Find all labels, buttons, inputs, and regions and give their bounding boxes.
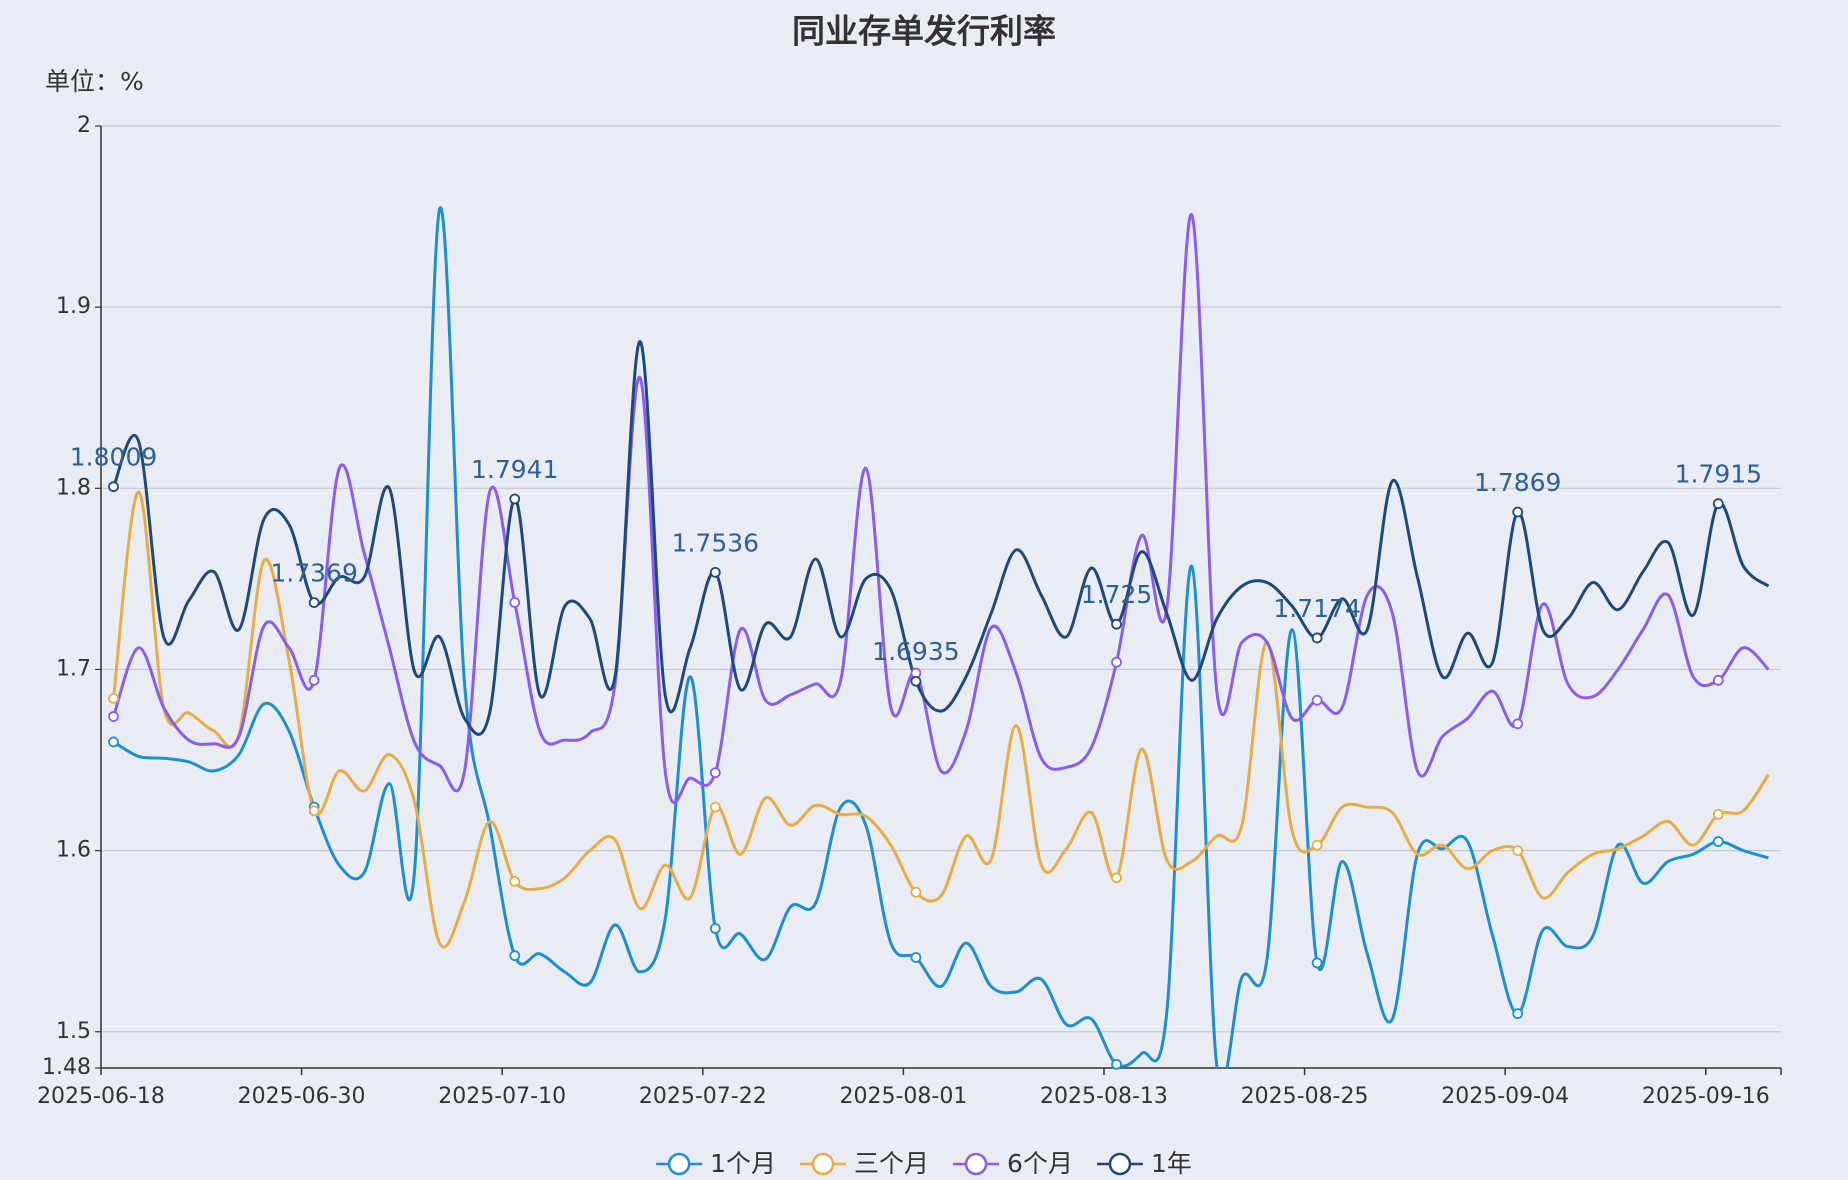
series-line <box>112 490 1770 949</box>
point-marker <box>1111 872 1122 884</box>
point-marker <box>1311 632 1323 644</box>
legend-item[interactable]: 1个月 <box>656 1149 776 1178</box>
legend-item[interactable]: 1年 <box>1096 1149 1192 1178</box>
point-marker <box>709 767 721 779</box>
point-marker <box>308 674 320 686</box>
x-tick-label: 2025-08-25 <box>1241 1084 1369 1109</box>
legend-icon <box>964 1152 988 1176</box>
value-label: 1.6935 <box>872 637 959 666</box>
y-tick-label: 1.7 <box>56 656 91 681</box>
point-marker <box>709 801 721 813</box>
point-marker <box>1712 808 1724 820</box>
x-tick-label: 2025-09-16 <box>1642 1084 1770 1109</box>
value-label: 1.7941 <box>471 455 558 484</box>
point-marker <box>308 597 320 609</box>
point-marker <box>1111 1058 1122 1070</box>
point-marker <box>1311 839 1323 851</box>
value-label: 1.7869 <box>1474 468 1561 497</box>
x-tick-label: 2025-06-30 <box>238 1084 366 1109</box>
point-marker <box>1512 1008 1524 1020</box>
point-marker <box>709 923 721 934</box>
point-marker <box>709 566 721 578</box>
y-tick-label: 1.48 <box>42 1055 91 1080</box>
value-label: 1.725 <box>1081 580 1153 609</box>
y-tick-label: 1.8 <box>56 475 91 500</box>
y-tick-label: 1.6 <box>56 838 91 863</box>
point-marker <box>1712 836 1724 847</box>
x-tick-label: 2025-07-22 <box>639 1084 767 1109</box>
point-marker <box>1512 506 1524 518</box>
point-marker <box>910 675 922 687</box>
point-marker <box>1311 957 1323 969</box>
unit-label: 单位：% <box>45 67 144 96</box>
point-marker <box>1111 656 1122 668</box>
point-marker <box>1512 718 1524 730</box>
legend-label: 1年 <box>1151 1149 1192 1178</box>
point-marker <box>1111 618 1122 630</box>
point-marker <box>108 711 119 722</box>
point-marker <box>108 736 119 748</box>
value-label: 1.8009 <box>70 443 157 472</box>
legend-label: 三个月 <box>854 1149 929 1178</box>
x-tick-label: 2025-08-13 <box>1040 1084 1168 1109</box>
legend-label: 1个月 <box>710 1149 776 1178</box>
y-tick-label: 2 <box>77 113 91 138</box>
point-marker <box>108 693 119 704</box>
legend-label: 6个月 <box>1007 1149 1073 1178</box>
x-tick-label: 2025-09-04 <box>1441 1084 1569 1109</box>
y-tick-label: 1.9 <box>56 294 91 319</box>
chart-title: 同业存单发行利率 <box>792 12 1056 51</box>
point-marker <box>1712 498 1724 510</box>
legend-item[interactable]: 三个月 <box>800 1149 929 1178</box>
x-tick-label: 2025-06-18 <box>37 1084 165 1109</box>
point-marker <box>1512 845 1524 857</box>
value-label: 1.7536 <box>672 528 759 557</box>
legend-icon <box>1108 1152 1132 1176</box>
x-tick-label: 2025-07-10 <box>438 1084 566 1109</box>
point-marker <box>1311 694 1323 706</box>
point-marker <box>1712 674 1724 686</box>
value-label: 1.7174 <box>1273 594 1360 623</box>
series-line <box>112 340 1770 736</box>
y-tick-label: 1.5 <box>56 1019 91 1044</box>
point-marker <box>509 950 521 962</box>
point-marker <box>509 493 521 505</box>
legend-item[interactable]: 6个月 <box>953 1149 1073 1178</box>
legend-icon <box>811 1152 835 1176</box>
point-marker <box>910 886 922 898</box>
x-tick-label: 2025-08-01 <box>839 1084 967 1109</box>
point-marker <box>509 876 521 887</box>
legend-icon <box>667 1152 691 1176</box>
series-line <box>112 206 1769 1068</box>
point-marker <box>108 481 119 493</box>
point-marker <box>910 952 922 963</box>
value-label: 1.7915 <box>1675 460 1762 489</box>
value-label: 1.7369 <box>270 559 357 588</box>
point-marker <box>308 805 320 817</box>
point-marker <box>509 597 521 608</box>
